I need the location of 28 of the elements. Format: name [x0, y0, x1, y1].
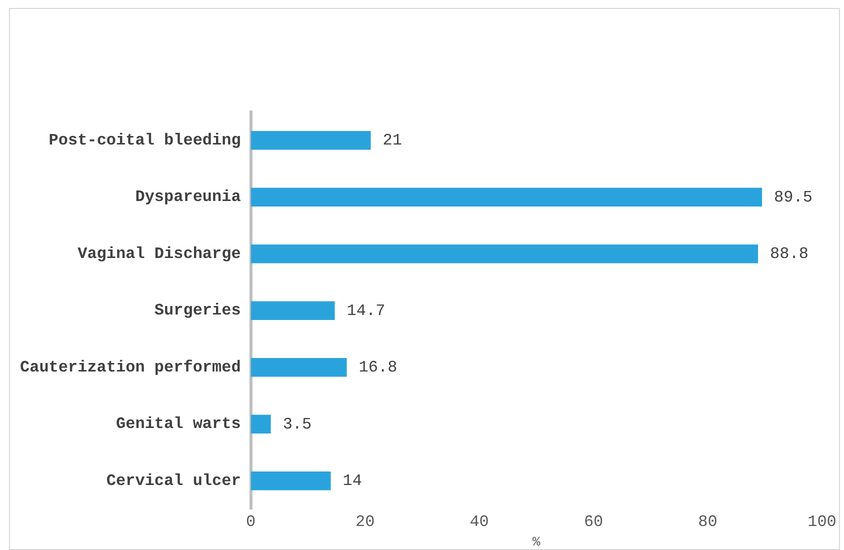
data-label: 3.5	[282, 415, 312, 434]
y-tick-label: Dyspareunia	[135, 188, 242, 206]
x-tick-label: 40	[470, 513, 489, 532]
y-tick-label: Genital warts	[116, 415, 241, 434]
y-tick-label: Post-coital bleeding	[48, 131, 241, 150]
data-label: 88.8	[770, 245, 808, 264]
y-tick-label: Cervical ulcer	[106, 472, 241, 490]
bar	[250, 358, 347, 377]
data-label: 21	[382, 132, 402, 150]
bar	[250, 244, 758, 264]
x-tick-label: 100	[808, 513, 836, 532]
x-tick-label: 60	[584, 513, 604, 532]
data-label: 16.8	[358, 358, 398, 377]
bar	[250, 188, 762, 206]
data-label: 14	[342, 472, 362, 490]
bar	[250, 414, 271, 434]
bar	[250, 131, 371, 150]
data-label: 14.7	[346, 302, 386, 320]
y-tick-label: Vaginal Discharge	[78, 244, 241, 263]
x-tick-label: 0	[246, 513, 256, 532]
bar	[250, 301, 335, 320]
bar	[250, 471, 331, 490]
x-tick-label: 20	[355, 513, 375, 532]
y-tick-label: Cauterization performed	[20, 358, 241, 376]
data-label: 89.5	[774, 188, 812, 206]
x-tick-label: 80	[698, 513, 718, 532]
y-tick-label: Surgeries	[154, 302, 241, 320]
x-axis-title: %	[532, 534, 541, 550]
